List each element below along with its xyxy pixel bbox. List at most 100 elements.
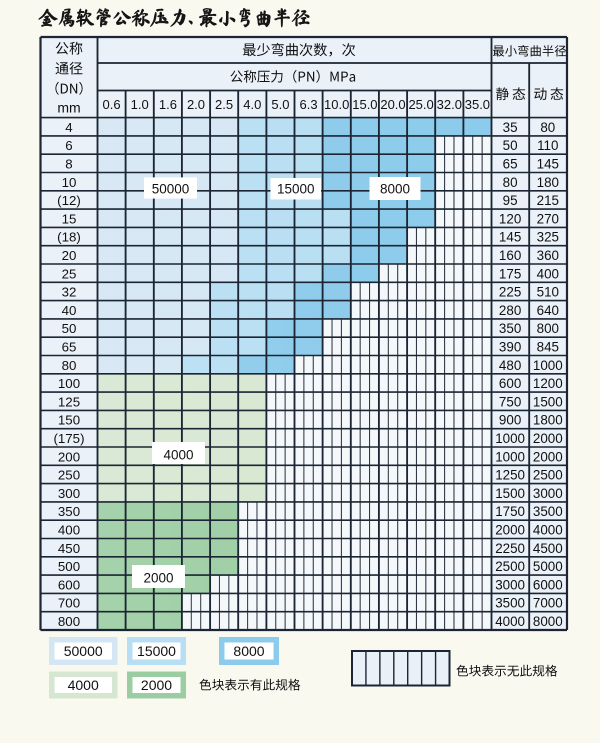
- svg-text:1.0: 1.0: [131, 97, 149, 112]
- svg-text:125: 125: [58, 394, 80, 409]
- svg-text:80: 80: [62, 358, 77, 373]
- svg-text:600: 600: [58, 577, 80, 592]
- svg-text:3500: 3500: [495, 596, 525, 611]
- svg-text:15.0: 15.0: [352, 97, 377, 112]
- svg-text:510: 510: [537, 285, 559, 300]
- svg-text:4000: 4000: [495, 614, 525, 629]
- svg-text:4000: 4000: [163, 447, 193, 462]
- svg-text:1800: 1800: [533, 413, 563, 428]
- svg-text:280: 280: [499, 303, 521, 318]
- svg-text:4000: 4000: [533, 523, 563, 538]
- svg-text:8000: 8000: [233, 643, 264, 659]
- svg-text:3000: 3000: [533, 486, 563, 501]
- svg-text:4: 4: [65, 120, 72, 135]
- svg-text:65: 65: [503, 157, 518, 172]
- svg-text:2000: 2000: [533, 431, 563, 446]
- svg-text:3500: 3500: [533, 504, 563, 519]
- svg-text:225: 225: [499, 285, 521, 300]
- svg-text:25.0: 25.0: [408, 97, 433, 112]
- svg-text:750: 750: [499, 394, 521, 409]
- svg-text:50: 50: [503, 138, 518, 153]
- svg-text:32.0: 32.0: [437, 97, 462, 112]
- svg-text:1000: 1000: [495, 449, 525, 464]
- svg-text:150: 150: [58, 413, 80, 428]
- svg-text:3000: 3000: [495, 577, 525, 592]
- svg-text:50: 50: [62, 321, 77, 336]
- svg-text:65: 65: [62, 340, 77, 355]
- svg-text:300: 300: [58, 486, 80, 501]
- svg-text:640: 640: [537, 303, 559, 318]
- svg-text:5.0: 5.0: [271, 97, 289, 112]
- svg-text:0.6: 0.6: [103, 97, 121, 112]
- svg-text:700: 700: [58, 596, 80, 611]
- svg-text:2250: 2250: [495, 541, 525, 556]
- svg-text:2000: 2000: [495, 523, 525, 538]
- svg-text:800: 800: [537, 321, 559, 336]
- svg-text:6000: 6000: [533, 577, 563, 592]
- svg-text:2000: 2000: [143, 571, 173, 586]
- svg-text:35.0: 35.0: [465, 97, 490, 112]
- svg-text:500: 500: [58, 559, 80, 574]
- svg-text:390: 390: [499, 340, 521, 355]
- svg-text:6: 6: [65, 138, 72, 153]
- svg-text:7000: 7000: [533, 596, 563, 611]
- svg-text:4500: 4500: [533, 541, 563, 556]
- svg-text:1200: 1200: [533, 376, 563, 391]
- svg-text:10.0: 10.0: [324, 97, 349, 112]
- svg-text:1000: 1000: [533, 358, 563, 373]
- svg-text:120: 120: [499, 211, 521, 226]
- svg-text:400: 400: [537, 266, 559, 281]
- svg-text:2500: 2500: [495, 559, 525, 574]
- svg-text:15: 15: [62, 211, 77, 226]
- svg-text:215: 215: [537, 193, 559, 208]
- svg-text:mm: mm: [57, 100, 80, 116]
- svg-text:400: 400: [58, 523, 80, 538]
- svg-text:25: 25: [62, 266, 77, 281]
- svg-text:350: 350: [499, 321, 521, 336]
- svg-text:845: 845: [537, 340, 559, 355]
- svg-text:100: 100: [58, 376, 80, 391]
- svg-text:40: 40: [62, 303, 77, 318]
- svg-text:8000: 8000: [533, 614, 563, 629]
- svg-text:(12): (12): [57, 193, 81, 208]
- svg-text:4.0: 4.0: [243, 97, 261, 112]
- svg-text:1.6: 1.6: [159, 97, 177, 112]
- svg-text:800: 800: [58, 614, 80, 629]
- svg-text:1500: 1500: [533, 394, 563, 409]
- svg-text:1250: 1250: [495, 468, 525, 483]
- svg-text:2.0: 2.0: [187, 97, 205, 112]
- svg-text:180: 180: [537, 175, 559, 190]
- svg-text:(18): (18): [57, 230, 81, 245]
- svg-text:20.0: 20.0: [380, 97, 405, 112]
- svg-text:2.5: 2.5: [215, 97, 233, 112]
- svg-text:35: 35: [503, 120, 518, 135]
- svg-text:900: 900: [499, 413, 521, 428]
- svg-text:160: 160: [499, 248, 521, 263]
- svg-text:8: 8: [65, 157, 72, 172]
- svg-text:250: 250: [58, 468, 80, 483]
- svg-text:80: 80: [540, 120, 555, 135]
- svg-text:1000: 1000: [495, 431, 525, 446]
- svg-text:175: 175: [499, 266, 521, 281]
- svg-text:15000: 15000: [137, 643, 176, 659]
- svg-text:1500: 1500: [495, 486, 525, 501]
- svg-text:325: 325: [537, 230, 559, 245]
- svg-text:450: 450: [58, 541, 80, 556]
- svg-text:10: 10: [62, 175, 77, 190]
- svg-text:95: 95: [503, 193, 518, 208]
- svg-text:360: 360: [537, 248, 559, 263]
- svg-text:2000: 2000: [533, 449, 563, 464]
- svg-text:145: 145: [537, 157, 559, 172]
- svg-text:600: 600: [499, 376, 521, 391]
- svg-text:2500: 2500: [533, 468, 563, 483]
- svg-text:5000: 5000: [533, 559, 563, 574]
- svg-text:2000: 2000: [141, 677, 172, 693]
- svg-text:80: 80: [503, 175, 518, 190]
- svg-text:350: 350: [58, 504, 80, 519]
- svg-text:480: 480: [499, 358, 521, 373]
- svg-text:20: 20: [62, 248, 77, 263]
- svg-text:145: 145: [499, 230, 521, 245]
- svg-text:32: 32: [62, 285, 77, 300]
- svg-text:4000: 4000: [68, 677, 99, 693]
- svg-text:110: 110: [537, 138, 558, 153]
